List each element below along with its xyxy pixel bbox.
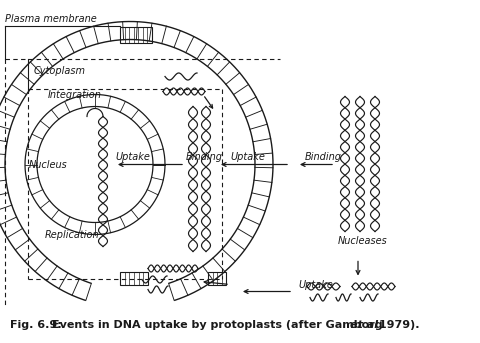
Text: Integration: Integration [48, 91, 102, 100]
Text: Nucleus: Nucleus [29, 159, 68, 169]
Text: Binding: Binding [186, 153, 223, 163]
Text: Events in DNA uptake by protoplasts (after Gamborg: Events in DNA uptake by protoplasts (aft… [52, 319, 386, 330]
Text: Cytoplasm: Cytoplasm [34, 67, 86, 76]
Text: Nucleases: Nucleases [338, 237, 388, 247]
Text: Replication: Replication [45, 230, 100, 240]
Bar [208, 272, 226, 284]
Text: Uptake: Uptake [298, 281, 333, 291]
Text: Uptake: Uptake [116, 153, 150, 163]
Text: 1979).: 1979). [375, 319, 420, 330]
Text: et al: et al [350, 319, 378, 330]
Text: Plasma membrane: Plasma membrane [5, 13, 97, 24]
Text: Fig. 6.9:: Fig. 6.9: [10, 319, 66, 330]
Bar [120, 272, 148, 284]
Text: Uptake: Uptake [230, 153, 265, 163]
Text: Binding: Binding [305, 152, 342, 162]
Bar [120, 26, 152, 43]
